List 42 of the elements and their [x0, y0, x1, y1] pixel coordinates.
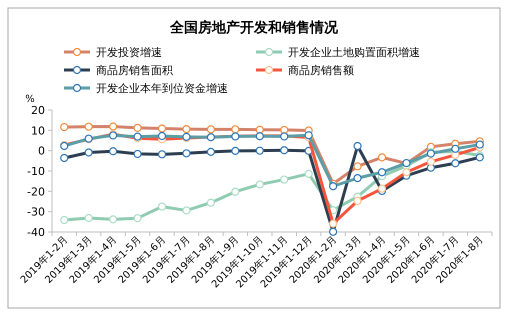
y-tick-label: -20 [27, 185, 45, 198]
point [133, 214, 142, 222]
point [84, 122, 93, 131]
point [60, 122, 68, 132]
point [182, 206, 191, 215]
point [329, 182, 338, 190]
y-axis-title: % [25, 94, 35, 105]
y-tick-label: -10 [27, 165, 45, 178]
y-tick-label: -40 [27, 226, 45, 239]
point [304, 131, 313, 140]
point [256, 180, 264, 189]
point [158, 132, 166, 140]
point [182, 125, 191, 134]
legend-label: 开发企业本年到位资金增速 [96, 82, 228, 95]
legend-label: 商品房销售额 [288, 64, 354, 77]
point [84, 214, 93, 222]
point [133, 124, 142, 132]
point [158, 124, 166, 133]
chart-title: 全国房地产开发和销售情况 [169, 19, 339, 36]
point [280, 175, 288, 184]
point [231, 125, 240, 134]
y-tick-label: 10 [31, 124, 45, 138]
point [109, 122, 118, 131]
point [353, 162, 362, 170]
legend-label: 开发投资增速 [96, 46, 162, 59]
point [206, 198, 215, 207]
y-tick-label: 20 [31, 104, 45, 117]
point [451, 144, 460, 153]
point [158, 202, 166, 211]
y-tick-label: -30 [27, 206, 45, 219]
point [60, 216, 68, 224]
point [378, 168, 386, 176]
legend-label: 开发企业土地购置面积增速 [288, 46, 420, 59]
point [378, 153, 386, 162]
point [109, 215, 118, 224]
point [206, 125, 215, 134]
point [476, 140, 484, 149]
point [353, 174, 362, 182]
point [231, 188, 240, 196]
point [304, 170, 313, 178]
y-tick-label: 0 [38, 144, 45, 158]
legend-label: 商品房销售面积 [96, 64, 173, 77]
